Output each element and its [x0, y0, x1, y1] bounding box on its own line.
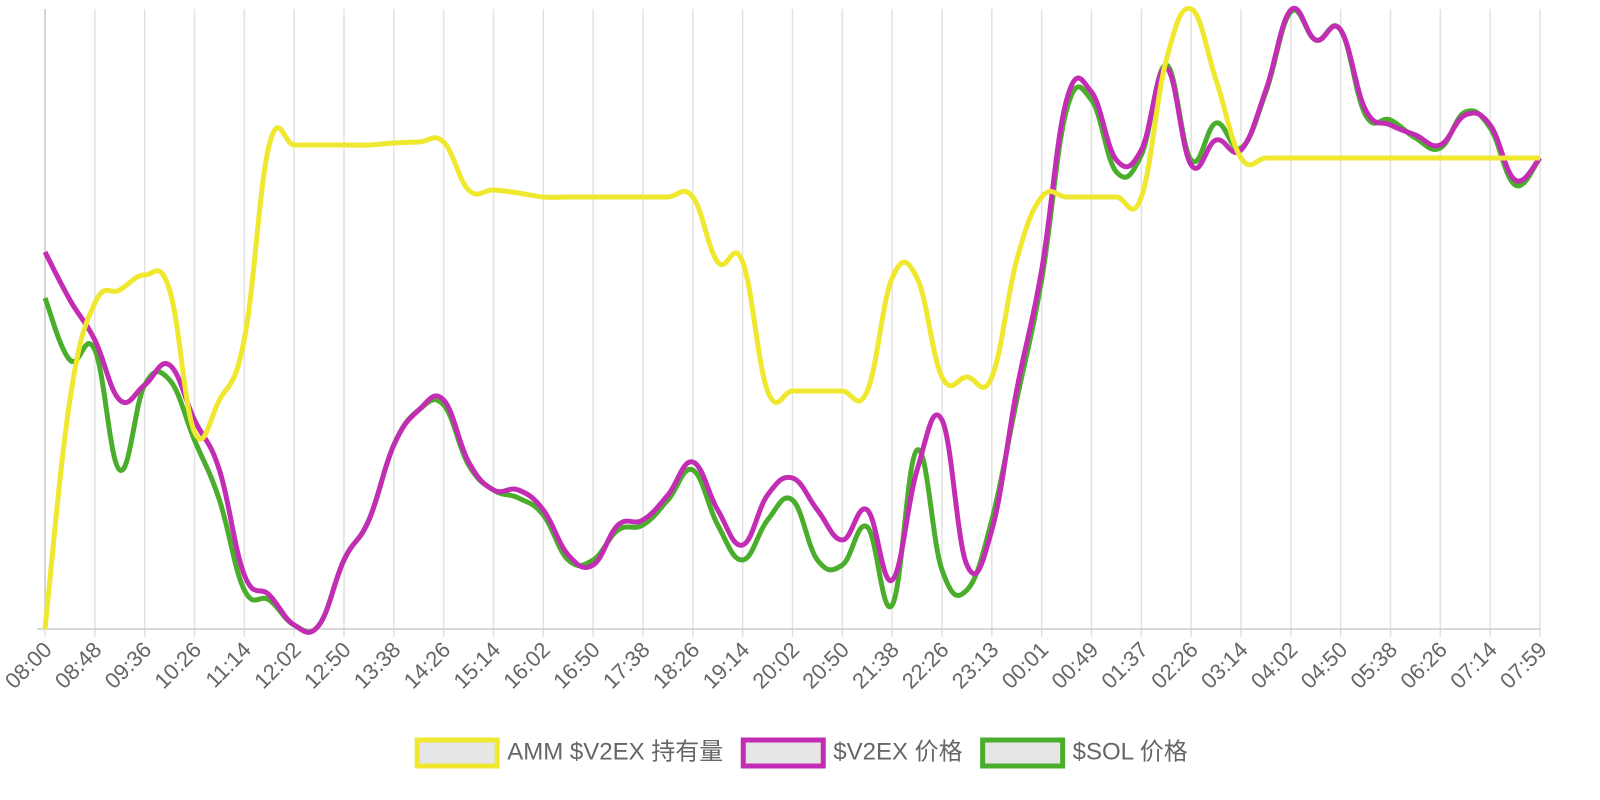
x-tick-label: 12:50 [299, 637, 356, 694]
x-tick-label: 04:02 [1246, 637, 1303, 694]
x-tick-label: 16:50 [548, 637, 605, 694]
x-tick-label: 19:14 [698, 637, 755, 694]
x-tick-label: 13:38 [349, 637, 406, 694]
x-tick-label: 20:02 [748, 637, 805, 694]
x-tick-label: 02:26 [1146, 637, 1203, 694]
x-tick-label: 03:14 [1196, 637, 1253, 694]
x-tick-label: 10:26 [150, 637, 207, 694]
x-tick-label: 16:02 [498, 637, 555, 694]
x-tick-label: 23:13 [947, 637, 1004, 694]
x-tick-label: 14:26 [399, 637, 456, 694]
x-tick-label: 07:59 [1495, 637, 1552, 694]
legend-label: $V2EX 价格 [833, 738, 962, 765]
x-tick-label: 08:48 [50, 637, 107, 694]
x-tick-label: 01:37 [1096, 637, 1153, 694]
x-tick-label: 17:38 [598, 637, 655, 694]
x-tick-label: 04:50 [1296, 637, 1353, 694]
series-line [42, 5, 1542, 635]
x-tick-label: 00:01 [997, 637, 1054, 694]
x-tick-label: 15:14 [449, 637, 506, 694]
x-tick-label: 21:38 [847, 637, 904, 694]
x-tick-label: 22:26 [897, 637, 954, 694]
legend-label: AMM $V2EX 持有量 [507, 738, 723, 765]
x-tick-label: 00:49 [1047, 637, 1104, 694]
legend-swatch [740, 737, 826, 769]
x-tick-label: 12:02 [249, 637, 306, 694]
legend-swatch [980, 737, 1066, 769]
x-tick-label: 09:36 [100, 637, 157, 694]
x-tick-label: 07:14 [1445, 637, 1502, 694]
x-tick-label: 11:14 [201, 637, 256, 692]
legend-label: $SOL 价格 [1073, 738, 1188, 765]
x-tick-label: 05:38 [1346, 637, 1403, 694]
x-tick-label: 18:26 [648, 637, 705, 694]
series-line [42, 5, 1540, 630]
x-tick-label: 06:26 [1395, 637, 1452, 694]
legend-swatch [414, 737, 500, 769]
legend: AMM $V2EX 持有量 $V2EX 价格 $SOL 价格 [414, 737, 1188, 769]
x-tick-label: 08:00 [0, 637, 57, 694]
x-tick-label: 20:50 [797, 637, 854, 694]
